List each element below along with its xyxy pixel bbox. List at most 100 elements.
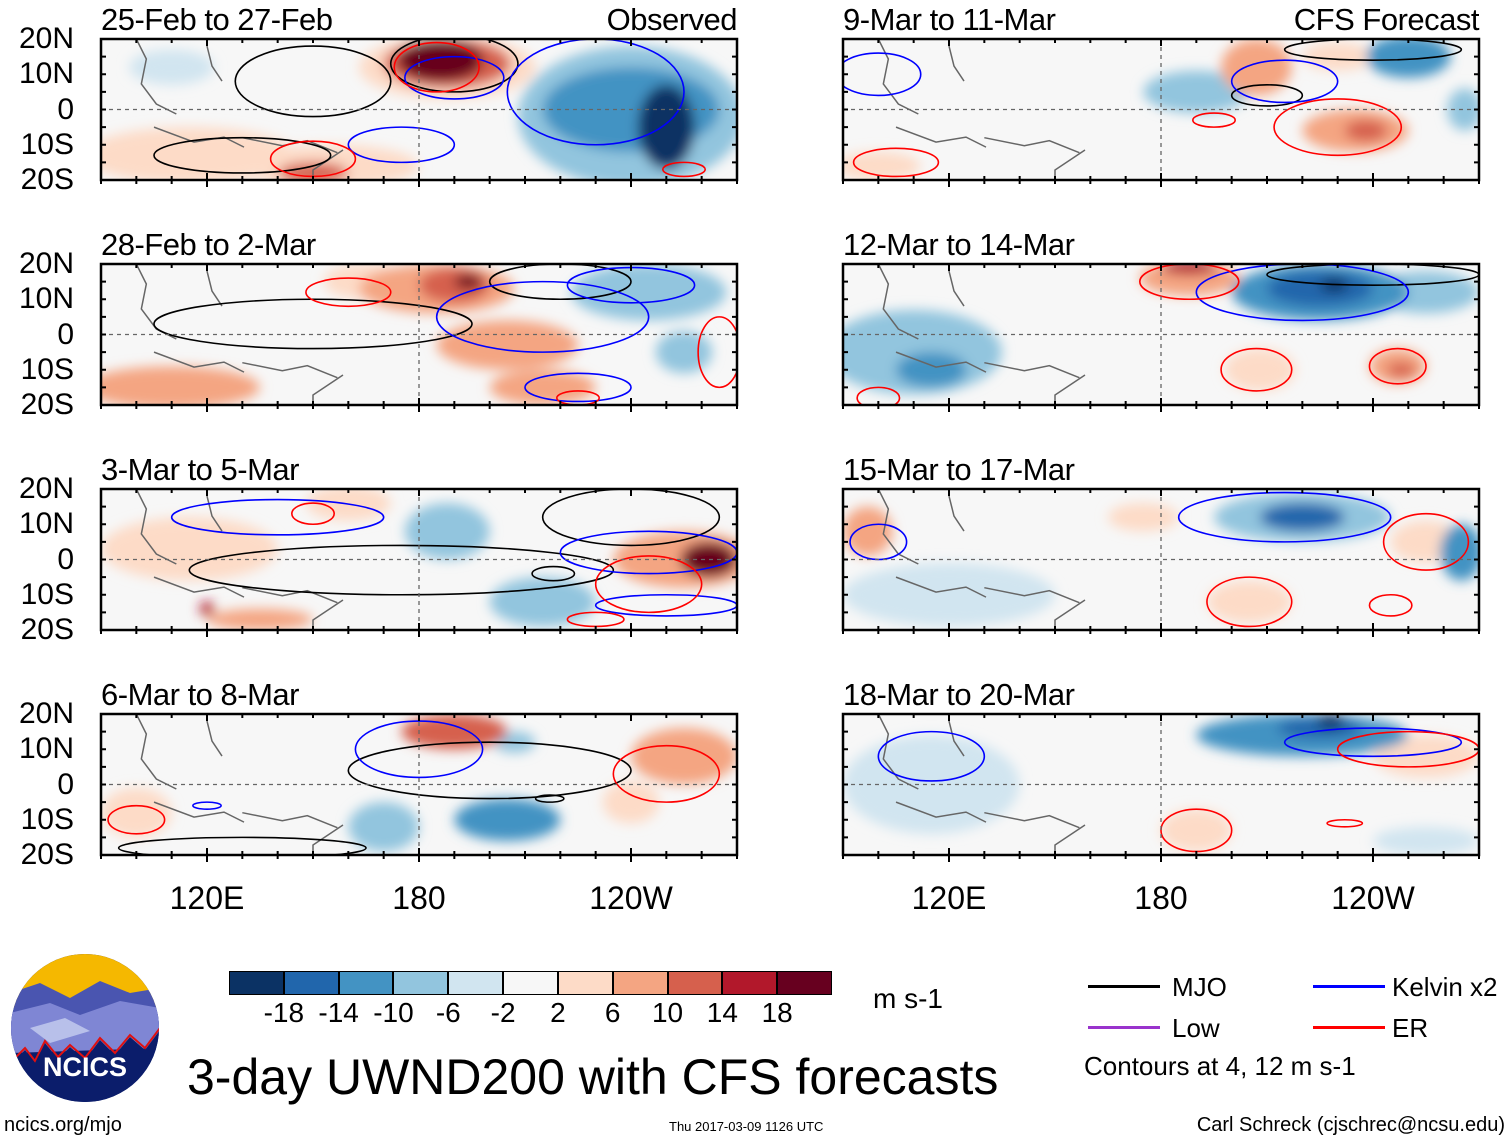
legend-er-line <box>1313 1026 1385 1029</box>
westerly-anomaly <box>489 369 596 405</box>
panel-title: 25-Feb to 27-Feb <box>101 2 333 37</box>
legend-low-line <box>1088 1026 1160 1029</box>
westerly-anomaly <box>397 39 483 82</box>
kelvin-contour <box>506 39 685 146</box>
easterly-anomaly <box>1259 503 1345 532</box>
coastline <box>135 264 344 405</box>
westerly-anomaly <box>843 151 921 180</box>
easterly-anomaly <box>843 563 1055 627</box>
er-contour <box>612 744 721 803</box>
er-contour <box>1220 347 1293 392</box>
figure-title: 3-day UWND200 with CFS forecasts <box>187 1049 999 1105</box>
lat-label: 20S <box>20 163 74 196</box>
coastline <box>877 714 1086 855</box>
colorbar-swatch <box>503 971 558 995</box>
westerly-anomaly <box>1161 264 1218 275</box>
westerly-anomaly <box>1139 264 1239 296</box>
er-contour <box>1191 112 1236 128</box>
westerly-anomaly <box>101 788 172 838</box>
lat-label: 10S <box>20 802 74 836</box>
lon-label: 120E <box>911 880 987 916</box>
lat-label: 20S <box>20 838 74 871</box>
colorbar-label: 2 <box>550 997 566 1028</box>
easterly-anomaly <box>1447 88 1479 131</box>
kelvin-contour <box>192 801 222 810</box>
mjo-contour <box>534 794 565 803</box>
panel-title: 9-Mar to 11-Mar <box>843 2 1056 37</box>
lat-label: 20S <box>20 388 74 421</box>
lat-label: 0 <box>57 767 74 801</box>
westerly-anomaly <box>631 728 737 785</box>
colorbar-swatch <box>283 971 339 995</box>
westerly-anomaly <box>436 320 578 370</box>
easterly-anomaly <box>404 503 490 560</box>
footer-url[interactable]: ncics.org/mjo <box>4 1114 122 1136</box>
kelvin-contour <box>435 280 650 353</box>
er-contour <box>1368 593 1413 617</box>
westerly-anomaly <box>1206 580 1292 623</box>
kelvin-contour <box>347 126 456 164</box>
kelvin-contour <box>1230 59 1339 104</box>
forecast-label: CFS Forecast <box>1293 2 1480 37</box>
er-contour <box>291 502 336 526</box>
mjo-contour <box>234 45 392 118</box>
easterly-anomaly <box>129 49 215 85</box>
westerly-anomaly <box>602 780 660 824</box>
legend-kelvin-label: Kelvin x2 <box>1392 972 1498 1002</box>
westerly-anomaly <box>1302 42 1373 71</box>
map-panel <box>99 262 739 412</box>
mjo-contour <box>488 264 632 301</box>
lat-label: 10N <box>18 732 74 766</box>
colorbar-swatch <box>229 971 284 995</box>
colorbar-label: 14 <box>706 997 738 1028</box>
lat-label: 10S <box>20 352 74 386</box>
lat-label: 10N <box>18 57 74 91</box>
map-panel <box>99 487 739 637</box>
legend-mjo-line <box>1088 985 1160 988</box>
westerly-anomaly <box>454 274 483 289</box>
map-panel <box>841 712 1481 862</box>
westerly-anomaly <box>1387 362 1416 377</box>
er-contour <box>594 555 703 614</box>
er-contour <box>661 161 706 178</box>
easterly-anomaly <box>896 352 967 388</box>
easterly-anomaly <box>1143 70 1250 114</box>
colorbar-swatch <box>612 971 668 995</box>
lon-label: 180 <box>392 880 446 916</box>
kelvin-contour <box>559 530 737 575</box>
kelvin-contour <box>1177 491 1392 543</box>
er-contour <box>1139 264 1240 301</box>
mjo-contour <box>1266 264 1479 286</box>
westerly-anomaly <box>1224 348 1296 391</box>
westerly-anomaly <box>401 714 508 750</box>
westerly-anomaly <box>207 608 313 630</box>
lat-label: 20N <box>18 697 74 730</box>
lat-label: 0 <box>57 92 74 126</box>
kelvin-contour <box>404 55 505 100</box>
lat-label: 0 <box>57 317 74 351</box>
mjo-contour <box>117 836 367 855</box>
easterly-anomaly <box>655 330 713 374</box>
westerly-anomaly <box>843 506 893 556</box>
panel-title: 12-Mar to 14-Mar <box>843 227 1075 262</box>
colorbar-swatch <box>722 971 778 995</box>
mjo-contour <box>188 544 615 596</box>
kelvin-contour <box>877 730 986 782</box>
westerly-anomaly <box>199 601 215 616</box>
westerly-anomaly <box>1161 809 1232 852</box>
mjo-contour <box>389 39 519 93</box>
map-panel <box>99 712 739 862</box>
coastline <box>135 489 344 630</box>
lat-label: 20N <box>18 247 74 280</box>
westerly-anomaly <box>1221 39 1292 96</box>
legend-low-label: Low <box>1172 1013 1220 1043</box>
colorbar-swatch <box>557 971 613 995</box>
colorbar-swatch <box>338 971 394 995</box>
lat-label: 0 <box>57 542 74 576</box>
legend-kelvin-line <box>1313 985 1385 988</box>
colorbar-swatch <box>393 971 449 995</box>
coastline <box>135 714 344 855</box>
er-contour <box>1382 512 1470 571</box>
lat-label: 20N <box>18 22 74 55</box>
